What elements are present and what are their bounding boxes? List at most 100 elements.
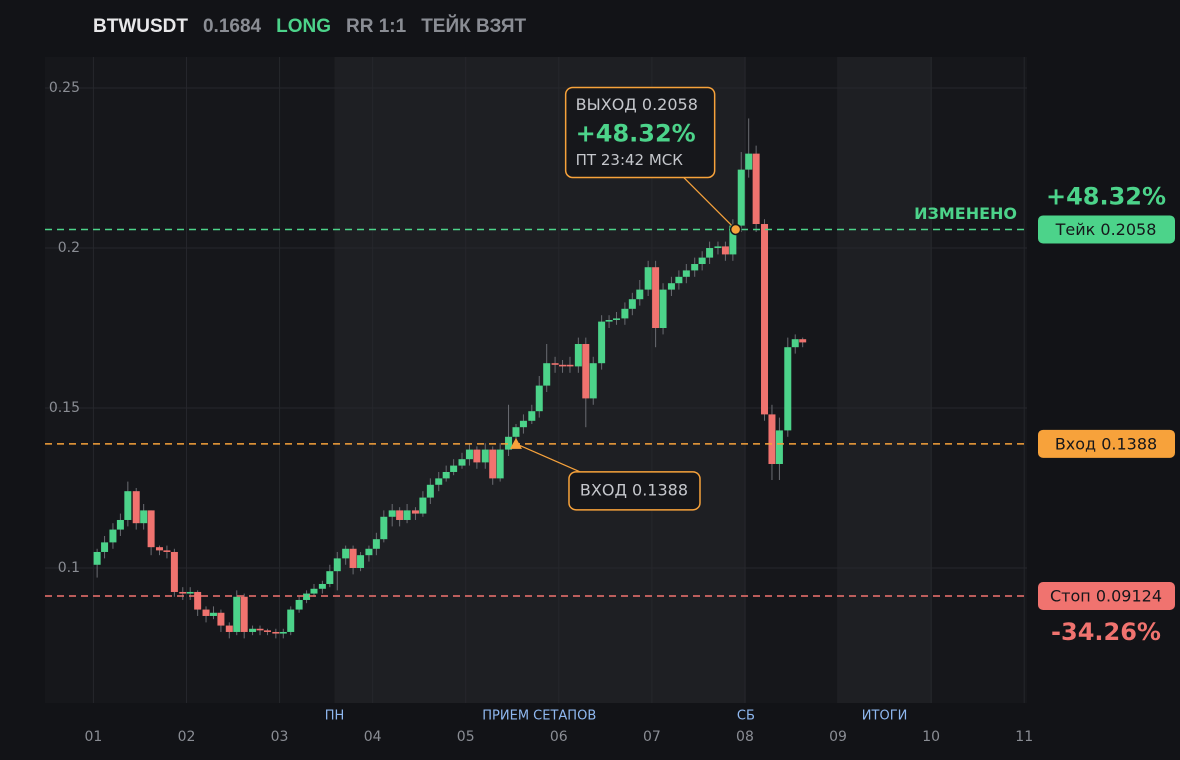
candle-body bbox=[202, 609, 210, 616]
candle-body bbox=[481, 449, 489, 463]
session-label: ПРИЕМ СЕТАПОВ bbox=[482, 709, 596, 724]
candle-body bbox=[333, 558, 341, 572]
candle-body bbox=[140, 510, 148, 524]
candle-body bbox=[574, 344, 582, 367]
candle-body bbox=[551, 363, 559, 365]
annotation-box bbox=[568, 471, 701, 511]
candle-body bbox=[249, 628, 257, 632]
candle-body bbox=[761, 224, 769, 415]
level-tag bbox=[1038, 215, 1175, 244]
candle-body bbox=[256, 628, 264, 631]
candle-body bbox=[109, 529, 117, 543]
candle-body bbox=[194, 591, 202, 610]
candle-body bbox=[519, 420, 527, 428]
candle-body bbox=[543, 363, 551, 386]
candle-body bbox=[342, 548, 350, 559]
candle-body bbox=[287, 609, 295, 632]
candle-body bbox=[721, 246, 729, 255]
candle-body bbox=[458, 459, 466, 466]
candle-body bbox=[357, 555, 365, 568]
candle-body bbox=[372, 539, 380, 549]
candle-body bbox=[419, 497, 427, 514]
session-band bbox=[838, 57, 933, 703]
candle-body bbox=[225, 625, 233, 632]
candle-body bbox=[295, 599, 303, 610]
y-tick-label: 0.25 bbox=[49, 80, 80, 96]
annotation-connector bbox=[515, 443, 581, 473]
candle-body bbox=[147, 510, 155, 548]
candle-body bbox=[784, 347, 792, 431]
x-tick-label: 11 bbox=[1015, 729, 1033, 745]
candle-body bbox=[310, 588, 318, 594]
y-tick-label: 0.1 bbox=[58, 560, 80, 576]
side: LONG bbox=[276, 16, 331, 37]
candle-body bbox=[101, 542, 109, 552]
candle-body bbox=[465, 449, 473, 460]
candle-body bbox=[124, 491, 132, 520]
candle-body bbox=[791, 339, 799, 348]
candle-body bbox=[435, 478, 443, 485]
candle-body bbox=[403, 510, 411, 520]
level-tag-label: Тейк 0.2058 bbox=[1055, 220, 1157, 239]
candle-body bbox=[380, 516, 388, 540]
level-tag-label: Вход 0.1388 bbox=[1055, 434, 1157, 453]
candle-body bbox=[116, 519, 124, 530]
level-tag-label: Стоп 0.09124 bbox=[1050, 587, 1162, 606]
candle-body bbox=[621, 308, 629, 319]
candle-body bbox=[566, 364, 574, 367]
candle-body bbox=[628, 299, 636, 309]
candle-body bbox=[318, 583, 326, 589]
candle-body bbox=[163, 550, 171, 552]
candle-body bbox=[698, 257, 706, 265]
candle-body bbox=[411, 510, 419, 514]
candle-body bbox=[450, 465, 458, 472]
candle-body bbox=[729, 225, 737, 255]
candle-body bbox=[155, 547, 163, 551]
candle-body bbox=[326, 571, 334, 584]
candle-body bbox=[170, 551, 178, 592]
candle-body bbox=[667, 283, 675, 290]
header: BTWUSDT 0.1684 LONG RR 1:1 ТЕЙК ВЗЯТ bbox=[93, 16, 526, 38]
candle-body bbox=[752, 153, 760, 225]
candle-body bbox=[132, 491, 140, 524]
candle-body bbox=[589, 363, 597, 399]
candle-body bbox=[240, 596, 248, 632]
session-label: ПН bbox=[325, 709, 345, 724]
candle-body bbox=[505, 436, 513, 450]
candle-body bbox=[582, 344, 590, 399]
x-tick-label: 04 bbox=[364, 729, 382, 745]
x-tick-label: 06 bbox=[550, 729, 568, 745]
candle-body bbox=[365, 548, 373, 556]
candle-body bbox=[644, 267, 652, 290]
annotation-title: ВЫХОД 0.2058 bbox=[576, 95, 698, 114]
level-tag bbox=[1038, 582, 1175, 611]
candle-body bbox=[388, 510, 396, 517]
candle-body bbox=[396, 510, 404, 520]
y-tick-label: 0.15 bbox=[49, 400, 80, 416]
candle-body bbox=[209, 612, 217, 616]
session-label: СБ bbox=[737, 709, 755, 724]
candle-body bbox=[559, 364, 567, 367]
candle-body bbox=[613, 318, 621, 321]
candle-body bbox=[233, 596, 241, 632]
candle-body bbox=[598, 321, 606, 364]
exit-marker bbox=[729, 223, 742, 236]
level-note: ИЗМЕНЕНО bbox=[914, 204, 1017, 223]
candle-body bbox=[691, 264, 699, 271]
candle-body bbox=[682, 270, 690, 277]
session-label: ИТОГИ bbox=[862, 709, 908, 724]
candle-body bbox=[775, 430, 783, 464]
candle-body bbox=[217, 612, 225, 626]
candle-body bbox=[675, 276, 683, 284]
x-tick-label: 05 bbox=[457, 729, 475, 745]
candle-body bbox=[737, 169, 745, 226]
x-tick-label: 10 bbox=[922, 729, 940, 745]
x-tick-label: 09 bbox=[829, 729, 847, 745]
candle-body bbox=[442, 471, 450, 479]
price: 0.1684 bbox=[202, 16, 262, 37]
candle-body bbox=[303, 593, 311, 600]
candle-body bbox=[179, 591, 187, 594]
candle-body bbox=[272, 631, 280, 634]
